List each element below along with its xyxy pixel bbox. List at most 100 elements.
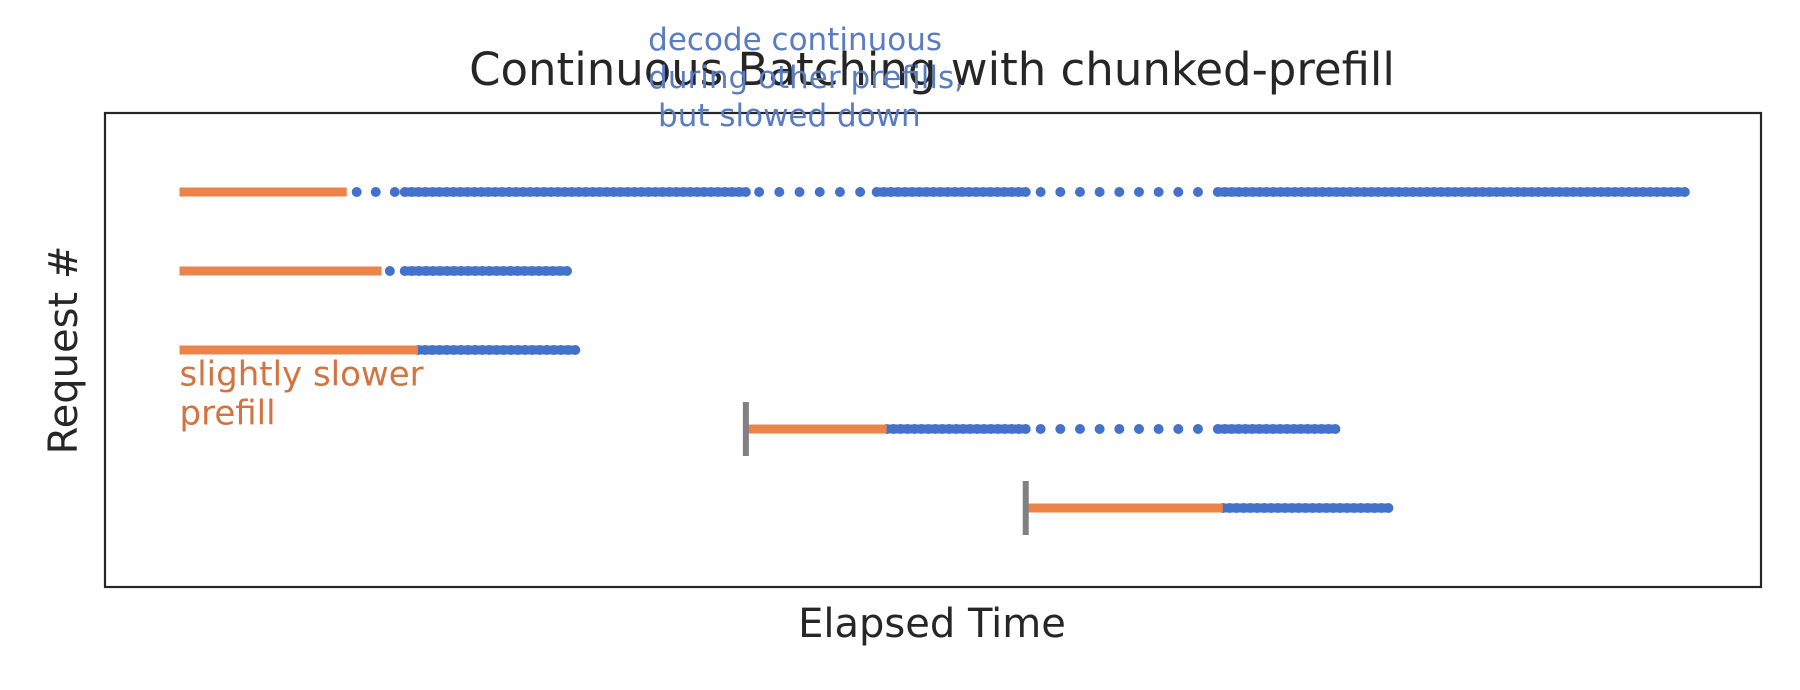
decode-token bbox=[538, 187, 549, 197]
decode-token bbox=[992, 187, 1003, 197]
decode-token bbox=[895, 424, 906, 434]
decode-token bbox=[1310, 187, 1321, 197]
decode-token bbox=[1414, 187, 1425, 197]
decode-token bbox=[406, 187, 417, 197]
decode-token bbox=[985, 187, 996, 197]
decode-token bbox=[483, 187, 494, 197]
decode-token bbox=[622, 187, 633, 197]
decode-token bbox=[1316, 424, 1327, 434]
annotation-line: decode continuous bbox=[648, 22, 942, 58]
decode-token bbox=[449, 266, 460, 276]
chart-marks bbox=[179, 187, 1690, 535]
decode-token bbox=[434, 345, 445, 355]
decode-token bbox=[566, 187, 577, 197]
decode-token bbox=[413, 266, 424, 276]
decode-token bbox=[484, 266, 495, 276]
decode-token bbox=[435, 266, 446, 276]
decode-token bbox=[951, 424, 962, 434]
decode-token bbox=[1293, 503, 1304, 513]
decode-token bbox=[519, 266, 530, 276]
decode-token bbox=[573, 187, 584, 197]
decode-token-sparse bbox=[1094, 187, 1105, 197]
decode-token bbox=[1295, 424, 1306, 434]
decode-token bbox=[885, 187, 896, 197]
decode-token bbox=[629, 187, 640, 197]
decode-token bbox=[1380, 187, 1391, 197]
decode-token bbox=[699, 187, 710, 197]
decode-token bbox=[1324, 187, 1335, 197]
decode-token bbox=[1449, 187, 1460, 197]
decode-token bbox=[511, 187, 522, 197]
decode-token bbox=[1355, 503, 1366, 513]
decode-token bbox=[1219, 424, 1230, 434]
decode-token bbox=[1303, 187, 1314, 197]
decode-token-sparse bbox=[389, 187, 400, 197]
decode-token bbox=[1013, 187, 1024, 197]
decode-token bbox=[706, 187, 717, 197]
decode-token-sparse bbox=[370, 187, 381, 197]
decode-token bbox=[1561, 187, 1572, 197]
decode-token bbox=[469, 187, 480, 197]
decode-token bbox=[1526, 187, 1537, 197]
decode-token bbox=[1268, 187, 1279, 197]
decode-token bbox=[552, 187, 563, 197]
decode-token-sparse bbox=[1153, 187, 1164, 197]
decode-token bbox=[1582, 187, 1593, 197]
decode-token bbox=[1247, 424, 1258, 434]
decode-token bbox=[1421, 187, 1432, 197]
decode-token bbox=[965, 424, 976, 434]
decode-token bbox=[921, 187, 932, 197]
decode-token bbox=[1282, 187, 1293, 197]
decode-token-sparse bbox=[1055, 424, 1066, 434]
decode-token bbox=[1362, 503, 1373, 513]
decode-token bbox=[563, 345, 574, 355]
decode-token bbox=[1484, 187, 1495, 197]
decode-token bbox=[512, 266, 523, 276]
decode-token bbox=[1224, 503, 1235, 513]
decode-token bbox=[1300, 503, 1311, 513]
decode-token bbox=[1212, 424, 1223, 434]
decode-token bbox=[992, 424, 1003, 434]
decode-token-sparse bbox=[754, 187, 765, 197]
decode-token bbox=[477, 345, 488, 355]
annotation-line: prefill bbox=[180, 394, 276, 434]
decode-token bbox=[963, 187, 974, 197]
decode-token bbox=[1330, 424, 1341, 434]
decode-token bbox=[1644, 187, 1655, 197]
decode-token bbox=[1314, 503, 1325, 513]
decode-token-sparse bbox=[814, 187, 825, 197]
decode-token bbox=[455, 345, 466, 355]
decode-token bbox=[1252, 503, 1263, 513]
request-row-1 bbox=[1022, 481, 1394, 535]
decode-token bbox=[1338, 187, 1349, 197]
y-axis-label: Request # bbox=[41, 246, 87, 455]
decode-token-sparse bbox=[1074, 187, 1085, 197]
decode-token bbox=[914, 187, 925, 197]
decode-token bbox=[1568, 187, 1579, 197]
decode-token bbox=[1266, 503, 1277, 513]
decode-token-sparse bbox=[855, 187, 866, 197]
decode-token bbox=[971, 187, 982, 197]
decode-token bbox=[1259, 503, 1270, 513]
decode-token bbox=[1505, 187, 1516, 197]
decode-token bbox=[1281, 424, 1292, 434]
decode-token bbox=[1575, 187, 1586, 197]
decode-token-sparse bbox=[1035, 424, 1046, 434]
decode-token bbox=[1672, 187, 1683, 197]
decode-token bbox=[942, 187, 953, 197]
decode-token bbox=[1679, 187, 1690, 197]
request-row-5 bbox=[179, 187, 1690, 197]
decode-token bbox=[916, 424, 927, 434]
decode-token bbox=[463, 345, 474, 355]
decode-token bbox=[902, 424, 913, 434]
decode-token bbox=[985, 424, 996, 434]
decode-token bbox=[1020, 187, 1031, 197]
decode-token bbox=[657, 187, 668, 197]
decode-token bbox=[442, 266, 453, 276]
decode-token bbox=[491, 266, 502, 276]
decode-token bbox=[1261, 187, 1272, 197]
decode-token bbox=[1328, 503, 1339, 513]
decode-token bbox=[949, 187, 960, 197]
decode-token bbox=[909, 424, 920, 434]
